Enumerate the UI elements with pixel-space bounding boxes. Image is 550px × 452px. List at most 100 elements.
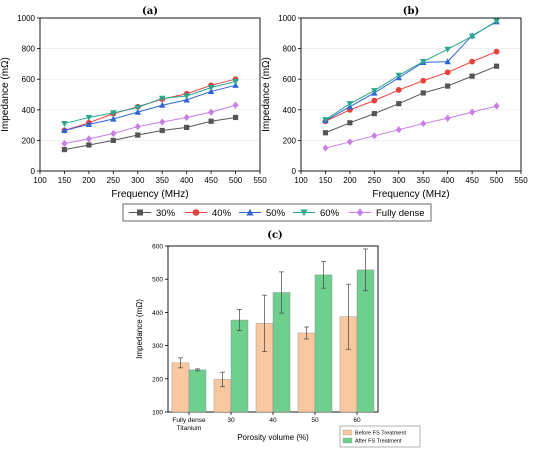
x-tick-label: 550 (253, 176, 267, 185)
legend-swatch (342, 429, 353, 436)
data-point (208, 108, 215, 116)
x-tick-label: 400 (441, 176, 455, 185)
x-tick-label: 450 (465, 176, 479, 185)
data-point (346, 101, 354, 108)
data-point (61, 127, 68, 134)
legend: Before FS Treatment After FS Treatment (339, 425, 421, 448)
data-point (420, 90, 426, 96)
legend-marker (192, 209, 200, 216)
series-30- (61, 114, 239, 153)
data-point (493, 48, 500, 55)
panel-label: (a) (142, 6, 158, 17)
data-point (444, 69, 451, 76)
x-axis-label: Frequency (MHz) (111, 189, 188, 200)
x-tick-label: 100 (294, 176, 308, 185)
plot-frame (300, 17, 522, 172)
series-line (325, 20, 497, 121)
data-point (85, 114, 93, 121)
data-point (183, 96, 190, 103)
legend-label: 50% (266, 208, 286, 219)
series-50- (61, 81, 239, 134)
data-point (183, 113, 190, 122)
series-line (64, 84, 236, 131)
x-tick-label: 50 (311, 417, 319, 424)
data-point (444, 46, 451, 53)
data-point (371, 132, 378, 140)
data-point (232, 114, 239, 121)
legend-label: 30% (156, 208, 176, 219)
legend-marker (246, 208, 254, 216)
data-point (232, 101, 239, 109)
y-tick-label: 1000 (17, 14, 35, 23)
data-point (207, 85, 215, 92)
data-point (135, 132, 141, 138)
plot-frame (39, 17, 261, 172)
legend-box (122, 203, 432, 222)
legend-marker (137, 209, 143, 216)
y-axis-label: Impedance (mΩ) (135, 299, 144, 359)
panel-label: (b) (403, 6, 419, 17)
x-tick-label: Titanium (177, 425, 202, 432)
data-point (159, 101, 166, 108)
x-tick-label: 30 (227, 417, 235, 424)
y-tick-label: 400 (152, 310, 163, 317)
y-tick-label: 200 (152, 376, 163, 383)
data-point (85, 135, 92, 143)
series-line (325, 65, 497, 134)
data-point (469, 73, 475, 79)
series-60- (322, 18, 500, 124)
x-tick-label: 300 (392, 176, 406, 185)
y-tick-label: 600 (283, 75, 297, 84)
data-point (493, 63, 500, 69)
data-point (445, 83, 451, 89)
x-tick-label: 500 (229, 176, 243, 185)
x-tick-label: 450 (204, 176, 218, 185)
series-line (325, 105, 497, 149)
data-point (207, 88, 215, 95)
legend-label: Before FS Treatment (355, 431, 407, 437)
data-point (420, 119, 427, 128)
x-tick-label: 200 (82, 176, 96, 185)
series-line (64, 81, 236, 125)
y-tick-label: 600 (22, 75, 36, 84)
legend-item: 30% (129, 208, 176, 219)
series-line (64, 116, 236, 151)
data-point (86, 142, 92, 148)
legend-swatch (342, 437, 353, 444)
legend-marker (300, 209, 308, 217)
x-tick-label: 550 (514, 176, 528, 185)
bar (171, 362, 190, 413)
data-point (159, 118, 166, 126)
legend-item: 60% (293, 208, 340, 219)
chart-panel-c: (c) 100 200 300 400 500 600 Fully denseTitanium… (135, 230, 421, 448)
series-line (325, 51, 497, 122)
y-tick-label: 0 (31, 167, 36, 176)
bar (356, 269, 375, 413)
data-point (395, 72, 402, 79)
legend-label: 60% (320, 208, 340, 219)
data-point (322, 117, 329, 124)
chart-panel-b: (b) 0 200 400 600 800 1000 100 150 200 250 300 350 40… (261, 6, 528, 200)
x-tick-label: 250 (368, 176, 382, 185)
x-tick-label: Fully dense (172, 417, 206, 424)
data-point (61, 146, 68, 153)
y-tick-label: 100 (152, 410, 163, 417)
legend-label: 40% (212, 208, 232, 219)
y-tick-label: 0 (292, 167, 297, 176)
data-point (110, 115, 117, 122)
series-fully-dense (61, 101, 239, 148)
bar (188, 369, 207, 413)
y-axis-label: Impedance (mΩ) (0, 57, 11, 132)
y-tick-label: 200 (22, 136, 36, 145)
data-point (469, 58, 476, 65)
x-tick-label: 200 (343, 176, 357, 185)
data-point (110, 129, 117, 138)
data-point (346, 138, 353, 146)
data-point (493, 102, 500, 110)
x-tick-label: 150 (58, 176, 72, 185)
data-point (371, 88, 378, 95)
x-tick-label: 300 (131, 176, 145, 185)
y-tick-label: 200 (283, 136, 297, 145)
data-point (183, 93, 190, 100)
